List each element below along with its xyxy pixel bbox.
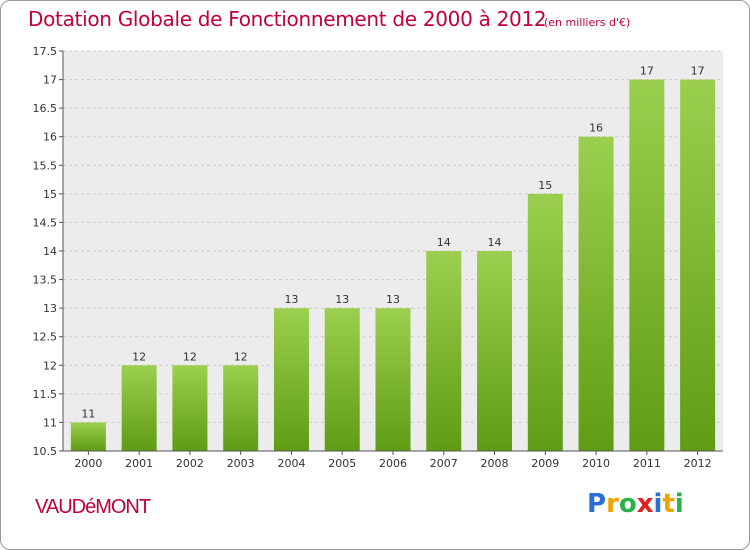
x-tick-label: 2005 (328, 457, 356, 470)
x-tick-label: 2008 (481, 457, 509, 470)
bar-value-label: 15 (538, 179, 552, 192)
bar-value-label: 12 (132, 350, 146, 363)
y-tick-label: 15 (43, 188, 57, 201)
bar (578, 136, 614, 451)
logo-letter: P (587, 489, 607, 519)
logo-letter: i (653, 489, 663, 519)
bar (680, 79, 716, 452)
y-tick-label: 12 (43, 359, 57, 372)
bar (527, 193, 563, 451)
x-tick-label: 2006 (379, 457, 407, 470)
x-tick-label: 2002 (176, 457, 204, 470)
y-tick-label: 17.5 (33, 45, 58, 58)
chart-title: Dotation Globale de Fonctionnement de 20… (28, 7, 547, 31)
y-tick-label: 13 (43, 302, 57, 315)
y-tick-label: 12.5 (33, 331, 58, 344)
bar-value-label: 17 (691, 65, 705, 78)
bar-value-label: 14 (488, 236, 502, 249)
y-tick-label: 16 (43, 131, 57, 144)
bar-value-label: 17 (640, 65, 654, 78)
commune-name: VAUDéMONT (35, 496, 151, 518)
y-tick-label: 16.5 (33, 102, 58, 115)
bar (375, 308, 411, 451)
logo-letter: o (618, 489, 637, 519)
y-tick-label: 15.5 (33, 159, 58, 172)
bar (426, 251, 462, 451)
bar (172, 365, 208, 451)
x-tick-label: 2010 (582, 457, 610, 470)
bar-value-label: 11 (81, 407, 95, 420)
x-tick-label: 2007 (430, 457, 458, 470)
x-tick-label: 2004 (277, 457, 305, 470)
x-tick-label: 2003 (227, 457, 255, 470)
y-tick-label: 14.5 (33, 216, 58, 229)
bar (223, 365, 259, 451)
x-tick-label: 2009 (531, 457, 559, 470)
x-tick-label: 2001 (125, 457, 153, 470)
bar (273, 308, 309, 451)
bar-value-label: 12 (183, 350, 197, 363)
bar-value-label: 16 (589, 122, 603, 135)
y-tick-label: 11 (43, 416, 57, 429)
bar (121, 365, 157, 451)
bar-value-label: 13 (335, 293, 349, 306)
bar (477, 251, 513, 451)
bar (70, 422, 106, 451)
y-tick-label: 17 (43, 74, 57, 87)
logo-letter: x (636, 489, 654, 519)
unit-note: (en milliers d'€) (544, 16, 631, 29)
y-tick-label: 13.5 (33, 274, 58, 287)
bar-value-label: 14 (437, 236, 451, 249)
bar-value-label: 13 (284, 293, 298, 306)
y-tick-label: 14 (43, 245, 57, 258)
x-tick-label: 2012 (684, 457, 712, 470)
proxiti-logo: Proxiti (587, 489, 684, 519)
y-tick-label: 10.5 (33, 445, 58, 458)
x-tick-label: 2000 (74, 457, 102, 470)
logo-letter: i (674, 489, 684, 519)
bar-value-label: 13 (386, 293, 400, 306)
logo-letter: r (606, 489, 619, 519)
logo-letter: t (662, 489, 675, 519)
y-tick-label: 11.5 (33, 388, 58, 401)
bar-value-label: 12 (234, 350, 248, 363)
x-tick-label: 2011 (633, 457, 661, 470)
bar (629, 79, 665, 452)
bar (324, 308, 360, 451)
